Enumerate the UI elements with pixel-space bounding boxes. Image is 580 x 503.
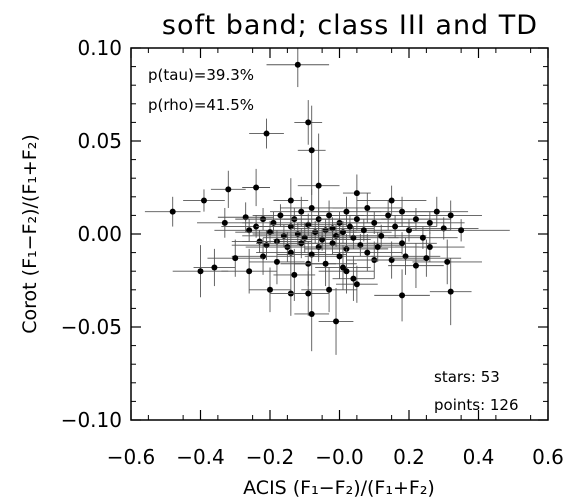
p-rho-annotation: p(rho)=41.5% <box>148 96 254 114</box>
x-axis-label: ACIS (F₁−F₂)/(F₁+F₂) <box>243 477 435 499</box>
data-point <box>412 262 419 269</box>
data-point <box>374 244 381 251</box>
points-count-annotation: points: 126 <box>434 396 519 414</box>
data-point <box>447 288 454 295</box>
data-point <box>343 268 350 275</box>
data-point <box>346 223 353 230</box>
data-point <box>399 208 406 215</box>
data-point <box>287 197 294 204</box>
data-point <box>364 204 371 211</box>
data-point <box>371 219 378 226</box>
data-point <box>291 271 298 278</box>
data-point <box>350 275 357 282</box>
data-point <box>419 234 426 241</box>
x-axis: −0.6 −0.4 −0.2 −0.0 0.2 0.4 0.6 <box>107 48 564 469</box>
data-point <box>305 290 312 297</box>
data-point <box>246 268 253 275</box>
data-point <box>433 208 440 215</box>
data-point <box>343 208 350 215</box>
y-tick-label: 0.00 <box>77 222 122 246</box>
data-point <box>326 286 333 293</box>
y-tick-label: −0.10 <box>61 408 122 432</box>
stars-count-annotation: stars: 53 <box>434 368 500 386</box>
data-point <box>426 244 433 251</box>
data-point <box>458 227 465 234</box>
data-point <box>412 216 419 223</box>
data-point <box>353 281 360 288</box>
x-tick-label: −0.2 <box>246 445 295 469</box>
data-point <box>232 255 239 262</box>
data-point <box>315 182 322 189</box>
data-point <box>267 286 273 293</box>
data-point <box>308 147 315 154</box>
data-point <box>277 212 284 219</box>
data-point <box>308 310 315 317</box>
data-point <box>353 216 360 223</box>
data-point <box>221 219 228 226</box>
data-point <box>388 197 395 204</box>
y-axis-label: Corot (F₁−F₂)/(F₁+F₂) <box>19 134 41 333</box>
data-point <box>197 268 204 275</box>
data-point <box>333 318 340 325</box>
data-marks <box>144 48 510 355</box>
data-point <box>294 61 301 68</box>
x-tick-label: 0.2 <box>393 445 425 469</box>
data-point <box>305 119 312 126</box>
data-point <box>253 184 260 191</box>
chart-title: soft band; class III and TD <box>162 10 538 41</box>
y-axis: −0.10 −0.05 0.00 0.05 0.10 <box>61 36 548 432</box>
data-point <box>326 212 333 219</box>
data-point <box>399 240 406 247</box>
p-tau-annotation: p(tau)=39.3% <box>148 66 254 84</box>
y-tick-label: 0.05 <box>77 129 122 153</box>
data-point <box>308 204 315 211</box>
data-point <box>447 212 454 219</box>
data-point <box>200 197 207 204</box>
x-tick-label: −0.0 <box>315 445 364 469</box>
data-point <box>336 253 343 260</box>
x-tick-label: −0.4 <box>176 445 225 469</box>
data-point <box>378 232 385 239</box>
y-tick-label: 0.10 <box>77 36 122 60</box>
data-point <box>444 258 451 265</box>
data-point <box>392 223 399 230</box>
x-tick-label: 0.6 <box>532 445 564 469</box>
data-point <box>353 190 360 197</box>
x-tick-label: −0.6 <box>107 445 156 469</box>
data-point <box>169 208 176 215</box>
data-point <box>360 227 367 234</box>
data-point <box>263 130 270 137</box>
data-point <box>364 249 371 256</box>
y-tick-label: −0.05 <box>61 315 122 339</box>
x-tick-label: 0.4 <box>463 445 495 469</box>
data-point <box>273 258 280 265</box>
data-point <box>211 264 218 271</box>
data-point <box>385 212 392 219</box>
data-point <box>399 292 406 299</box>
data-point <box>426 219 433 226</box>
data-point <box>225 186 232 193</box>
data-point <box>423 255 430 262</box>
data-point <box>322 260 329 267</box>
data-point <box>298 208 305 215</box>
